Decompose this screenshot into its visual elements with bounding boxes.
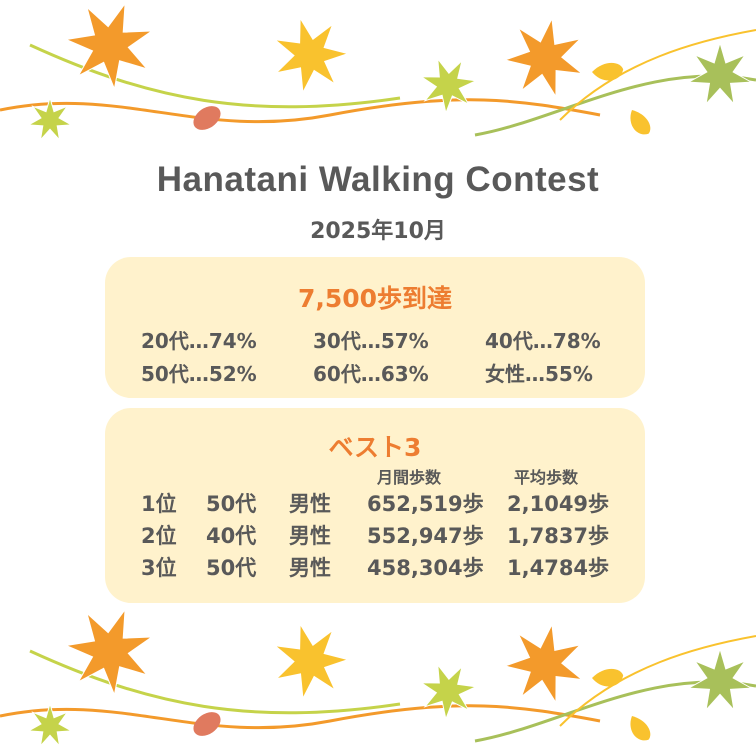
maple-leaf-icon xyxy=(64,1,154,91)
ranking-rank: 1位 xyxy=(141,492,177,516)
maple-leaf-icon xyxy=(687,41,753,106)
best3-heading: ベスト3 xyxy=(328,433,422,462)
maple-leaf-icon xyxy=(419,663,478,721)
maple-leaf-icon xyxy=(26,96,74,142)
ranking-age: 50代 xyxy=(206,556,257,580)
achievement-item: 40代…78% xyxy=(485,329,601,353)
average-steps-header: 平均歩数 xyxy=(514,468,579,487)
fallen-leaf-icon xyxy=(193,712,221,736)
achievement-item: 女性…55% xyxy=(485,362,593,386)
ranking-gender: 男性 xyxy=(289,556,331,580)
achievement-label: 女性 xyxy=(485,362,525,386)
maple-leaf-icon xyxy=(273,16,350,95)
ranking-age: 40代 xyxy=(206,524,257,548)
achievement-item: 60代…63% xyxy=(313,362,429,386)
fallen-leaf-icon xyxy=(193,106,221,130)
achievement-label: 50代 xyxy=(141,362,189,386)
achievement-panel: 7,500歩到達 20代…74% 30代…57% 40代…78% 50代…52% 60代… xyxy=(105,257,645,398)
achievement-value: 55% xyxy=(545,362,593,386)
vine xyxy=(559,635,756,727)
achievement-value: 74% xyxy=(208,329,257,353)
ranking-rank: 2位 xyxy=(141,524,177,548)
maple-leaf-icon xyxy=(687,647,753,712)
ginkgo-leaf-icon xyxy=(630,716,651,741)
maple-leaf-icon xyxy=(26,702,74,748)
achievement-label: 40代 xyxy=(485,329,533,353)
achievement-item: 20代…74% xyxy=(141,329,257,353)
ranking-average: 1,7837歩 xyxy=(507,524,610,548)
page-subtitle: 2025年10月 xyxy=(310,219,446,244)
vine xyxy=(0,98,601,124)
ranking-monthly: 652,519歩 xyxy=(367,492,484,516)
maple-leaf-icon xyxy=(503,622,584,705)
ranking-age: 50代 xyxy=(206,492,257,516)
ranking-row: 3位 50代 男性 458,304歩 1,4784歩 xyxy=(141,552,621,582)
achievement-label: 20代 xyxy=(141,329,189,353)
ranking-row: 1位 50代 男性 652,519歩 2,1049歩 xyxy=(141,488,621,518)
ranking-gender: 男性 xyxy=(289,492,331,516)
achievement-item: 30代…57% xyxy=(313,329,429,353)
ranking-average: 2,1049歩 xyxy=(507,492,610,516)
ranking-rank: 3位 xyxy=(141,556,177,580)
vine xyxy=(29,43,401,109)
vine xyxy=(559,29,756,121)
ginkgo-leaf-icon xyxy=(630,110,651,135)
maple-leaf-icon xyxy=(64,607,154,697)
ranking-monthly: 458,304歩 xyxy=(367,556,484,580)
achievement-heading: 7,500歩到達 xyxy=(297,284,453,313)
ginkgo-leaf-icon xyxy=(592,668,624,687)
maple-leaf-icon xyxy=(503,16,584,99)
autumn-leaves-decoration-top xyxy=(0,1,756,142)
achievement-label: 60代 xyxy=(313,362,361,386)
page-title: Hanatani Walking Contest xyxy=(156,160,600,199)
ranking-gender: 男性 xyxy=(289,524,331,548)
vine xyxy=(0,704,601,730)
autumn-leaves-decoration-bottom xyxy=(0,607,756,748)
monthly-steps-header: 月間歩数 xyxy=(377,468,442,487)
ginkgo-leaf-icon xyxy=(592,62,624,81)
achievement-value: 57% xyxy=(380,329,429,353)
achievement-item: 50代…52% xyxy=(141,362,257,386)
ranking-average: 1,4784歩 xyxy=(507,556,610,580)
achievement-value: 52% xyxy=(208,362,257,386)
achievement-grid: 20代…74% 30代…57% 40代…78% 50代…52% 60代…63% 女性…55… xyxy=(141,325,657,387)
achievement-label: 30代 xyxy=(313,329,361,353)
best3-panel: ベスト3 月間歩数 平均歩数 1位 50代 男性 652,519歩 2,1049歩 2位 4… xyxy=(105,408,645,603)
maple-leaf-icon xyxy=(273,622,350,701)
maple-leaf-icon xyxy=(419,57,478,115)
achievement-value: 63% xyxy=(380,362,429,386)
ranking-row: 2位 40代 男性 552,947歩 1,7837歩 xyxy=(141,520,621,550)
vine xyxy=(29,649,401,715)
ranking-monthly: 552,947歩 xyxy=(367,524,484,548)
achievement-value: 78% xyxy=(552,329,601,353)
